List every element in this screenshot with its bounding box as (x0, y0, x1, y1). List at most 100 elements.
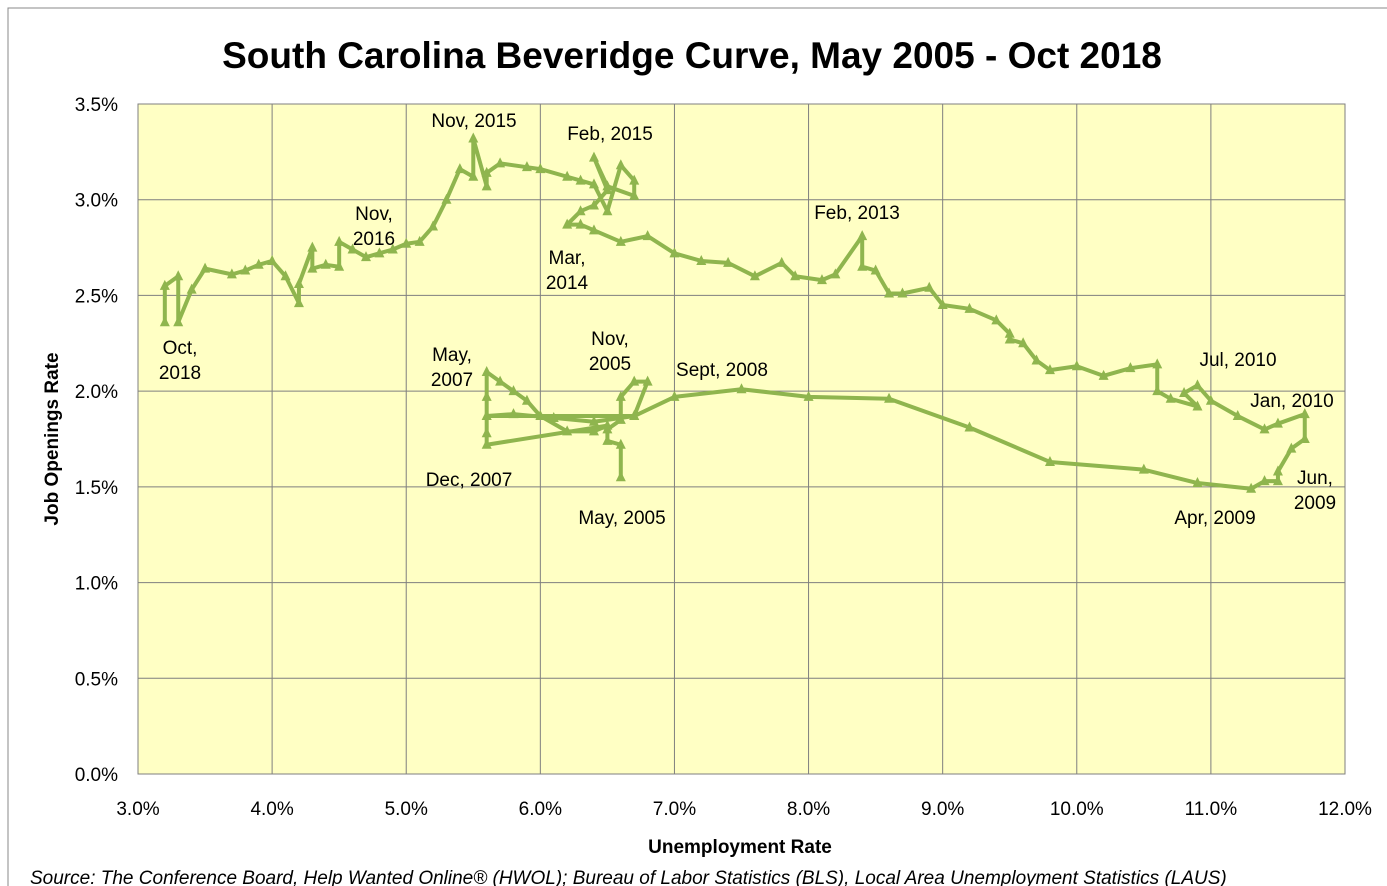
x-tick-label: 5.0% (385, 799, 428, 820)
point-marker (173, 270, 184, 281)
point-marker (1272, 465, 1283, 476)
point-marker (468, 132, 479, 143)
point-marker (535, 163, 546, 174)
point-marker (454, 163, 465, 174)
point-marker (1004, 327, 1015, 338)
y-tick-label: 3.0% (75, 191, 118, 212)
point-marker (293, 277, 304, 288)
point-marker (1232, 410, 1243, 421)
point-marker (1192, 477, 1203, 488)
point-marker (562, 170, 573, 181)
annotation: Nov, (591, 329, 629, 350)
point-marker (481, 427, 492, 438)
point-marker (575, 218, 586, 229)
point-marker (696, 254, 707, 265)
point-marker (991, 314, 1002, 325)
point-marker (870, 264, 881, 275)
point-marker (964, 302, 975, 313)
annotation: Apr, 2009 (1174, 508, 1255, 529)
point-marker (347, 243, 358, 254)
annotation: 2014 (546, 273, 589, 294)
x-tick-label: 4.0% (250, 799, 293, 820)
point-marker (334, 260, 345, 271)
point-marker (1299, 433, 1310, 443)
point-marker (548, 411, 559, 422)
annotation: Nov, 2015 (431, 111, 516, 132)
point-marker (615, 159, 626, 170)
point-marker (267, 254, 278, 265)
point-marker (320, 258, 331, 269)
point-marker (588, 224, 599, 235)
point-marker (1044, 455, 1055, 466)
annotation: Sept, 2008 (676, 360, 768, 381)
x-tick-label: 9.0% (921, 799, 964, 820)
point-marker (1004, 333, 1015, 344)
point-marker (1259, 423, 1270, 434)
point-marker (253, 258, 264, 269)
point-marker (803, 390, 814, 401)
source-note: Source: The Conference Board, Help Wante… (30, 868, 1227, 886)
y-tick-label: 1.5% (75, 478, 118, 499)
point-marker (481, 366, 492, 376)
point-marker (776, 256, 787, 267)
point-marker (1299, 408, 1310, 419)
point-marker (159, 279, 170, 290)
point-marker (481, 390, 492, 401)
annotation: 2007 (431, 370, 473, 391)
point-marker (790, 270, 801, 281)
x-tick-label: 10.0% (1050, 799, 1104, 820)
x-tick-label: 11.0% (1185, 799, 1238, 820)
point-marker (602, 434, 613, 445)
point-marker (521, 161, 532, 172)
y-axis-label: Job Openings Rate (42, 352, 63, 525)
x-tick-label: 6.0% (519, 799, 562, 820)
point-marker (280, 270, 291, 281)
point-marker (1098, 369, 1109, 380)
point-marker (441, 193, 452, 204)
point-marker (1152, 385, 1163, 396)
annotation: 2018 (159, 363, 201, 384)
y-tick-label: 1.0% (75, 574, 118, 595)
point-marker (1272, 475, 1283, 486)
point-marker (884, 392, 895, 403)
point-marker (629, 174, 640, 185)
point-marker (521, 394, 532, 405)
point-marker (495, 157, 506, 168)
point-marker (669, 247, 680, 258)
point-marker (401, 237, 412, 248)
plot-area (138, 104, 1345, 774)
point-marker (535, 410, 546, 421)
chart-frame (7, 7, 1387, 886)
point-marker (1018, 337, 1029, 348)
point-marker (360, 251, 371, 262)
annotation: 2016 (353, 229, 395, 250)
point-marker (1138, 463, 1149, 474)
point-marker (1205, 394, 1216, 405)
point-marker (481, 410, 492, 421)
annotation: Oct, (163, 338, 198, 359)
point-marker (1152, 358, 1163, 369)
point-marker (1044, 364, 1055, 375)
annotation: 2009 (1294, 493, 1336, 514)
point-marker (615, 390, 626, 401)
point-marker (749, 270, 760, 281)
point-marker (736, 383, 747, 394)
plot-border (137, 103, 1346, 775)
point-marker (575, 174, 586, 185)
point-marker (1259, 475, 1270, 486)
point-marker (669, 390, 680, 401)
x-tick-label: 7.0% (653, 799, 696, 820)
point-marker (414, 235, 425, 246)
point-marker (1246, 482, 1257, 493)
point-marker (334, 235, 345, 246)
point-marker (857, 260, 868, 271)
point-marker (629, 375, 640, 386)
point-marker (602, 419, 613, 430)
point-marker (200, 262, 211, 273)
point-marker (723, 256, 734, 267)
point-marker (468, 170, 479, 181)
point-marker (816, 274, 827, 285)
point-marker (186, 283, 197, 294)
chart-title: South Carolina Beveridge Curve, May 2005… (222, 35, 1162, 76)
point-marker (562, 425, 573, 436)
